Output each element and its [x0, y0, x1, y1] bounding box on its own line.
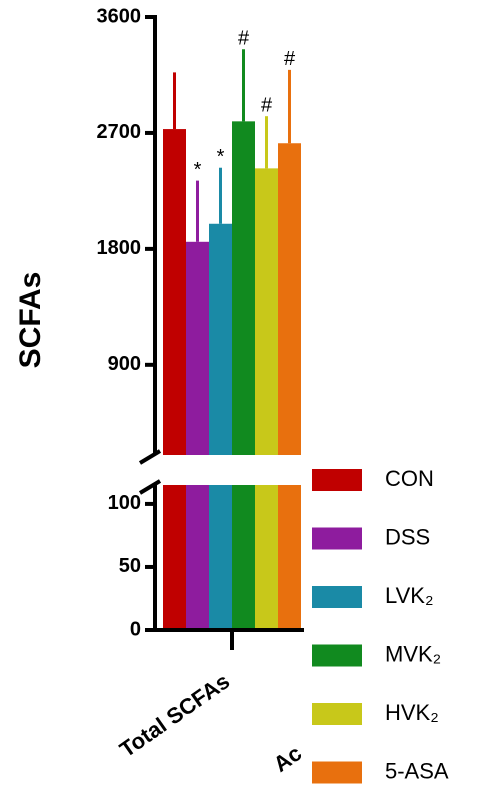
- annotation: #: [261, 94, 273, 116]
- y-tick-label: 3600: [97, 5, 142, 27]
- legend-swatch: [312, 761, 362, 784]
- legend-label: MVK₂: [385, 641, 441, 666]
- bar: [186, 485, 209, 630]
- axis-break: [138, 449, 162, 465]
- x-tick-label: Ac: [269, 740, 306, 777]
- legend-swatch: [312, 586, 362, 608]
- y-axis-label: SCFAs: [14, 272, 47, 369]
- legend-label: DSS: [385, 524, 430, 549]
- annotation: *: [217, 146, 225, 168]
- bar: [255, 485, 278, 630]
- bar: [278, 485, 301, 630]
- legend-label: CON: [385, 466, 434, 491]
- x-tick-label: Total SCFAs: [115, 668, 234, 762]
- bar: [278, 143, 301, 455]
- legend-label: 5-ASA: [385, 758, 449, 783]
- legend-swatch: [312, 703, 362, 725]
- legend-background: [304, 462, 479, 798]
- y-tick-label: 50: [119, 555, 141, 577]
- legend-swatch: [312, 644, 362, 667]
- legend-label: HVK₂: [385, 700, 439, 725]
- bar: [209, 485, 232, 630]
- bar: [209, 223, 232, 455]
- y-tick-label: 2700: [97, 121, 142, 143]
- bar: [186, 241, 209, 455]
- bar: [232, 121, 255, 456]
- legend-label: LVK₂: [385, 583, 434, 608]
- y-tick-label: 0: [130, 618, 141, 640]
- bar: [163, 485, 186, 630]
- annotation: *: [194, 159, 202, 181]
- y-tick-label: 1800: [97, 237, 142, 259]
- bar: [232, 485, 255, 630]
- bar: [163, 129, 186, 455]
- annotation: #: [284, 48, 296, 70]
- y-tick-label: 100: [108, 492, 141, 514]
- legend-swatch: [312, 527, 362, 550]
- y-tick-label: 900: [108, 353, 141, 375]
- legend-swatch: [312, 469, 362, 491]
- axis-break: [138, 479, 162, 495]
- bar: [255, 168, 278, 455]
- annotation: #: [238, 27, 250, 49]
